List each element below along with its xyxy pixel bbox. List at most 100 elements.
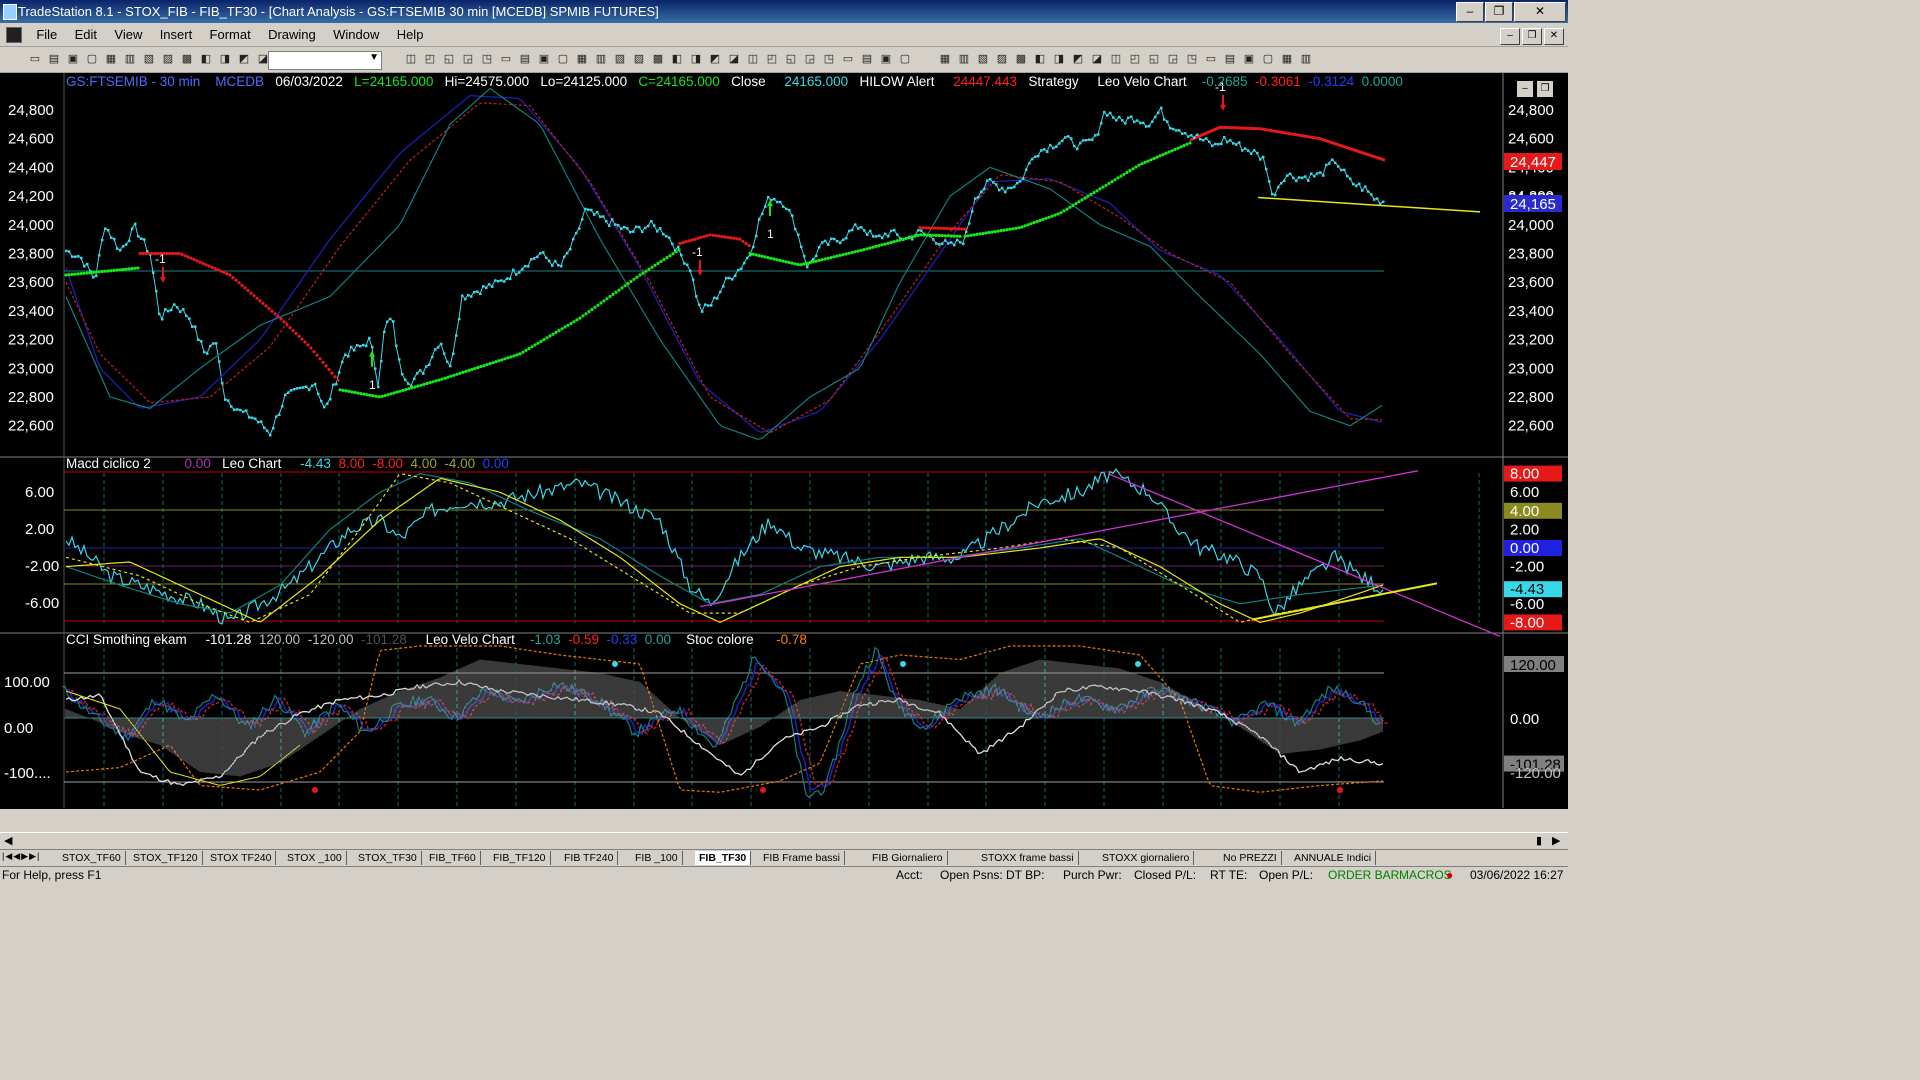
- toolbar-tool-icon[interactable]: ▥: [1300, 53, 1312, 65]
- scroll-thumb[interactable]: ▮: [1536, 835, 1543, 847]
- toolbar-tool-icon[interactable]: ▩: [652, 53, 664, 65]
- toolbar-tool-icon[interactable]: ◫: [747, 53, 759, 65]
- toolbar-tool-icon[interactable]: ◱: [443, 53, 455, 65]
- tab-no-prezzi[interactable]: No PREZZI: [1219, 851, 1282, 865]
- toolbar-tool-icon[interactable]: ▥: [124, 53, 136, 65]
- tab-fib-100[interactable]: FIB _100: [631, 851, 683, 865]
- toolbar-tool-icon[interactable]: ▨: [633, 53, 645, 65]
- toolbar-tool-icon[interactable]: ▢: [557, 53, 569, 65]
- toolbar-tool-icon[interactable]: ◳: [823, 53, 835, 65]
- toolbar-tool-icon[interactable]: ▣: [880, 53, 892, 65]
- menu-drawing[interactable]: Drawing: [268, 27, 316, 42]
- toolbar-tool-icon[interactable]: ◰: [1129, 53, 1141, 65]
- menu-insert[interactable]: Insert: [159, 27, 193, 42]
- mdi-restore-button[interactable]: ❐: [1522, 28, 1542, 45]
- toolbar-tool-icon[interactable]: ◨: [219, 53, 231, 65]
- toolbar-tool-icon[interactable]: ◳: [481, 53, 493, 65]
- toolbar-tool-icon[interactable]: ▧: [143, 53, 155, 65]
- toolbar-tool-icon[interactable]: ◳: [1186, 53, 1198, 65]
- toolbar-tool-icon[interactable]: ◫: [1110, 53, 1122, 65]
- tab-stox-tf60[interactable]: STOX_TF60: [58, 851, 126, 865]
- tab-fib-frame-bassi[interactable]: FIB Frame bassi: [759, 851, 846, 865]
- toolbar-tool-icon[interactable]: ▤: [861, 53, 873, 65]
- tab-stoxx-frame-bassi[interactable]: STOXX frame bassi: [977, 851, 1079, 865]
- toolbar-tool-icon[interactable]: ▩: [181, 53, 193, 65]
- toolbar-tool-icon[interactable]: ▥: [958, 53, 970, 65]
- tab-annuale-indici[interactable]: ANNUALE Indici: [1290, 851, 1377, 865]
- tab-stox-100[interactable]: STOX _100: [283, 851, 347, 865]
- scroll-left-icon[interactable]: ◀: [4, 835, 13, 847]
- toolbar-tool-icon[interactable]: ▧: [614, 53, 626, 65]
- toolbar-tool-icon[interactable]: ▭: [29, 53, 41, 65]
- toolbar-tool-icon[interactable]: ◩: [238, 53, 250, 65]
- tab-stoxx-giornaliero[interactable]: STOXX giornaliero: [1098, 851, 1195, 865]
- horizontal-scrollbar[interactable]: ◀ ▮ ▶: [0, 832, 1568, 850]
- chart-restore-button[interactable]: ❐: [1537, 81, 1553, 97]
- toolbar-tool-icon[interactable]: ◧: [1034, 53, 1046, 65]
- document-icon[interactable]: [6, 27, 22, 43]
- close-button[interactable]: ✕: [1514, 2, 1566, 22]
- toolbar-tool-icon[interactable]: ▦: [105, 53, 117, 65]
- toolbar-tool-icon[interactable]: ◫: [405, 53, 417, 65]
- toolbar-tool-icon[interactable]: ◲: [804, 53, 816, 65]
- tab-scroll-icons[interactable]: |◀◀▶▶|: [2, 851, 41, 861]
- menu-file[interactable]: File: [36, 27, 58, 42]
- menu-format[interactable]: Format: [209, 27, 251, 42]
- tab-fib-tf60[interactable]: FIB_TF60: [425, 851, 481, 865]
- toolbar-tool-icon[interactable]: ▭: [842, 53, 854, 65]
- toolbar-tool-icon[interactable]: ◨: [1053, 53, 1065, 65]
- toolbar-tool-icon[interactable]: ◪: [1091, 53, 1103, 65]
- tab-stox-tf30[interactable]: STOX_TF30: [354, 851, 422, 865]
- tab-fib-tf30[interactable]: FIB_TF30: [695, 851, 752, 865]
- toolbar-tool-icon[interactable]: ◰: [424, 53, 436, 65]
- toolbar-tool-icon[interactable]: ◪: [257, 53, 269, 65]
- tab-fib-giornaliero[interactable]: FIB Giornaliero: [868, 851, 948, 865]
- tab-stox-tf240[interactable]: STOX TF240: [206, 851, 277, 865]
- chart-canvas[interactable]: -1 1 -1 1 -1 24,800 24,800 24,600 24,600 24,400 2…: [0, 73, 1568, 831]
- toolbar-tool-icon[interactable]: ◨: [690, 53, 702, 65]
- toolbar-tool-icon[interactable]: ◩: [1072, 53, 1084, 65]
- tab-stox-tf120[interactable]: STOX_TF120: [129, 851, 203, 865]
- toolbar-tool-icon[interactable]: ◱: [785, 53, 797, 65]
- toolbar-tool-icon[interactable]: ▣: [67, 53, 79, 65]
- toolbar-tool-icon[interactable]: ◧: [671, 53, 683, 65]
- toolbar-tool-icon[interactable]: ▢: [899, 53, 911, 65]
- chart-minimize-button[interactable]: –: [1517, 81, 1533, 97]
- macros-button[interactable]: MACROS: [1399, 868, 1452, 882]
- toolbar-tool-icon[interactable]: ◩: [709, 53, 721, 65]
- toolbar-tool-icon[interactable]: ▤: [1224, 53, 1236, 65]
- toolbar-tool-icon[interactable]: ▨: [162, 53, 174, 65]
- toolbar-tool-icon[interactable]: ▦: [939, 53, 951, 65]
- order-bar-button[interactable]: ORDER BAR: [1328, 868, 1400, 882]
- toolbar-tool-icon[interactable]: ▢: [86, 53, 98, 65]
- menu-window[interactable]: Window: [333, 27, 380, 42]
- menu-edit[interactable]: Edit: [74, 27, 98, 42]
- mdi-close-button[interactable]: ✕: [1544, 28, 1564, 45]
- toolbar-tool-icon[interactable]: ◰: [766, 53, 778, 65]
- toolbar-tool-icon[interactable]: ▦: [1281, 53, 1293, 65]
- scroll-right-icon[interactable]: ▶: [1552, 835, 1561, 847]
- toolbar-tool-icon[interactable]: ▥: [595, 53, 607, 65]
- toolbar-tool-icon[interactable]: ◪: [728, 53, 740, 65]
- toolbar-tool-icon[interactable]: ◱: [1148, 53, 1160, 65]
- toolbar-tool-icon[interactable]: ▦: [576, 53, 588, 65]
- tab-fib-tf240[interactable]: FIB TF240: [560, 851, 619, 865]
- toolbar-tool-icon[interactable]: ▤: [48, 53, 60, 65]
- chart-window[interactable]: -1 1 -1 1 -1 24,800 24,800 24,600 24,600 24,400 2…: [0, 73, 1568, 831]
- tab-fib-tf120[interactable]: FIB_TF120: [489, 851, 551, 865]
- toolbar-tool-icon[interactable]: ▭: [500, 53, 512, 65]
- toolbar-tool-icon[interactable]: ◲: [1167, 53, 1179, 65]
- toolbar-tool-icon[interactable]: ▨: [996, 53, 1008, 65]
- mdi-minimize-button[interactable]: –: [1500, 28, 1520, 45]
- symbol-combo[interactable]: ▼: [268, 51, 382, 70]
- toolbar-tool-icon[interactable]: ▧: [977, 53, 989, 65]
- toolbar-tool-icon[interactable]: ▭: [1205, 53, 1217, 65]
- minimize-button[interactable]: –: [1456, 2, 1484, 22]
- menu-view[interactable]: View: [114, 27, 143, 42]
- toolbar-tool-icon[interactable]: ▣: [538, 53, 550, 65]
- toolbar-tool-icon[interactable]: ▣: [1243, 53, 1255, 65]
- toolbar-tool-icon[interactable]: ▤: [519, 53, 531, 65]
- maximize-button[interactable]: ❐: [1485, 2, 1513, 22]
- toolbar-tool-icon[interactable]: ◧: [200, 53, 212, 65]
- toolbar-tool-icon[interactable]: ▢: [1262, 53, 1274, 65]
